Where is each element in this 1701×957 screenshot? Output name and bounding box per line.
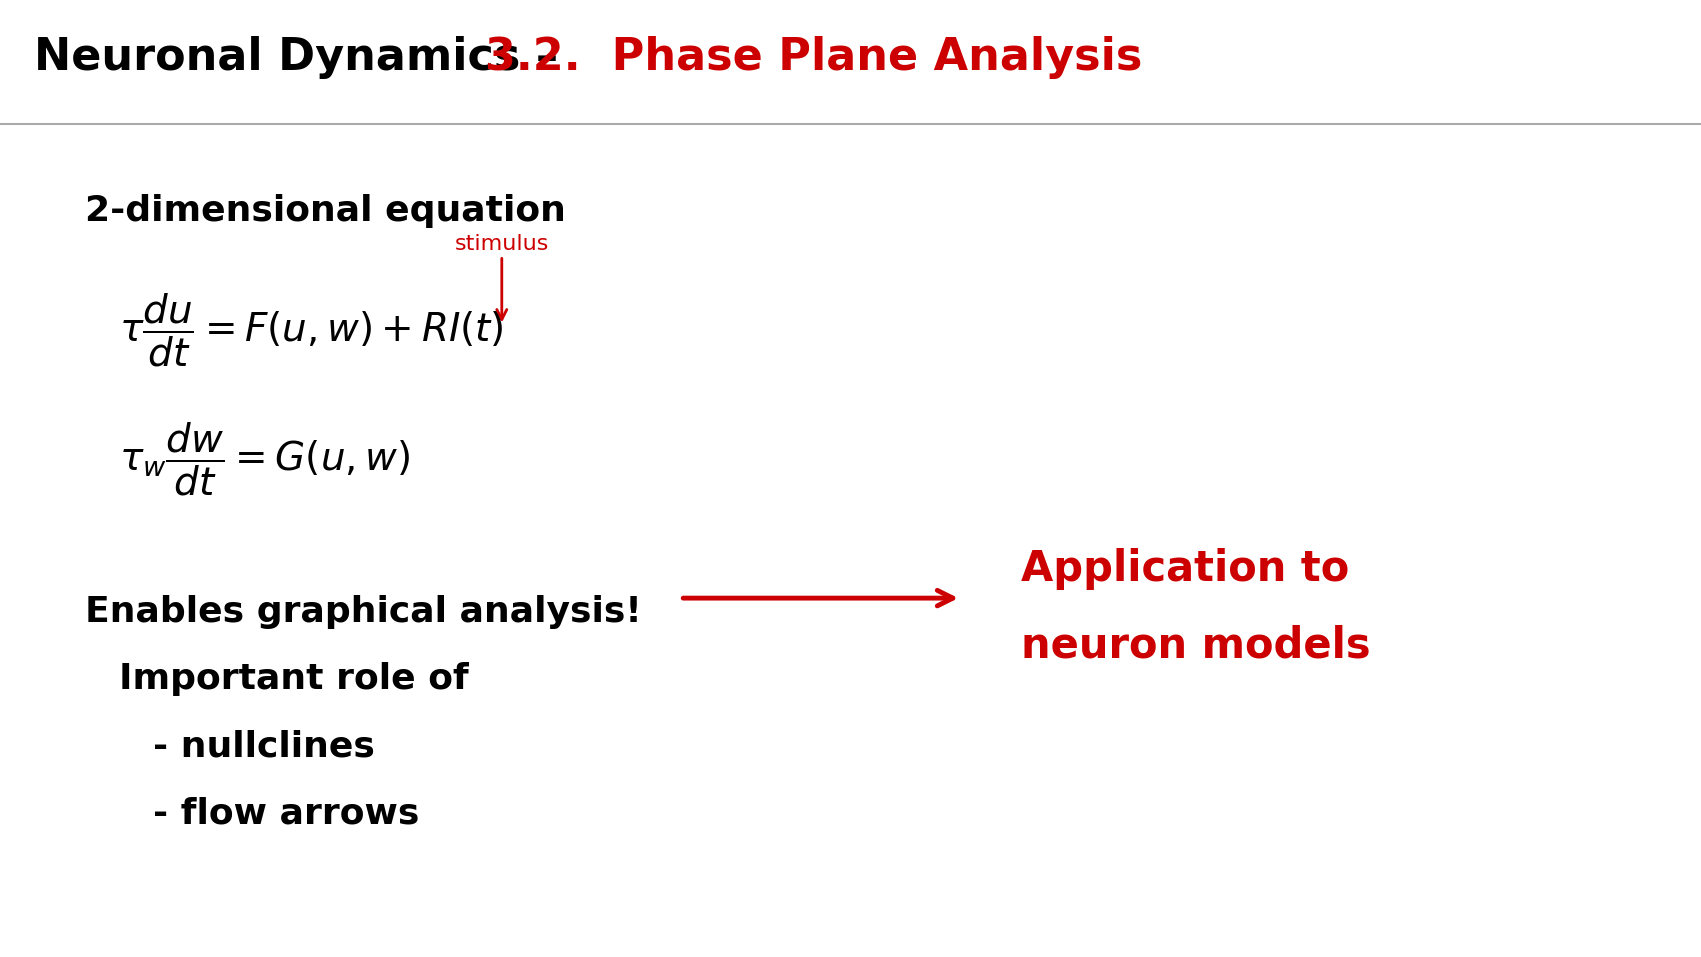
Text: 2-dimensional equation: 2-dimensional equation — [85, 193, 566, 228]
Text: neuron models: neuron models — [1021, 625, 1371, 667]
Text: $\tau_w \dfrac{dw}{dt} = G(u, w)$: $\tau_w \dfrac{dw}{dt} = G(u, w)$ — [119, 421, 410, 498]
Text: Important role of: Important role of — [119, 662, 469, 697]
Text: $\tau \dfrac{du}{dt} = F(u, w) + RI(t)$: $\tau \dfrac{du}{dt} = F(u, w) + RI(t)$ — [119, 292, 503, 368]
Text: Application to: Application to — [1021, 548, 1349, 590]
Text: stimulus: stimulus — [454, 234, 549, 254]
Text: 3.2.  Phase Plane Analysis: 3.2. Phase Plane Analysis — [485, 36, 1141, 78]
Text: - flow arrows: - flow arrows — [153, 796, 420, 831]
Text: Enables graphical analysis!: Enables graphical analysis! — [85, 595, 641, 630]
Text: - nullclines: - nullclines — [153, 729, 374, 764]
Text: Neuronal Dynamics –: Neuronal Dynamics – — [34, 36, 573, 78]
